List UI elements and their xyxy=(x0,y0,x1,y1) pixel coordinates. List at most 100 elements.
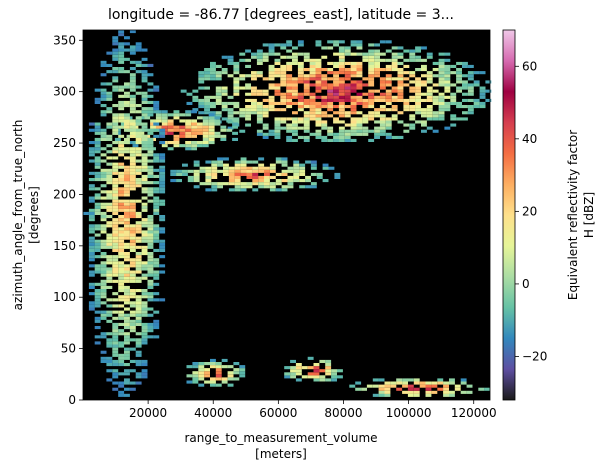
heatmap-cell xyxy=(280,77,287,81)
heatmap-cell xyxy=(88,199,95,203)
heatmap-cell xyxy=(443,393,449,397)
heatmap-cell xyxy=(444,52,451,56)
heatmap-cell xyxy=(407,387,414,391)
heatmap-cell xyxy=(100,316,107,320)
heatmap-cell xyxy=(147,322,154,326)
heatmap-cell xyxy=(135,63,142,67)
heatmap-cell xyxy=(350,64,357,68)
heatmap-cell xyxy=(462,98,468,102)
heatmap-cell xyxy=(409,114,416,118)
heatmap-cell xyxy=(350,80,357,84)
heatmap-cell xyxy=(256,108,263,112)
heatmap-cell xyxy=(129,261,136,265)
heatmap-cell xyxy=(100,174,107,178)
heatmap-cell xyxy=(379,95,386,99)
heatmap-cell xyxy=(327,89,334,93)
heatmap-cell xyxy=(129,162,136,166)
y-tick-label: 0 xyxy=(68,393,76,407)
heatmap-cell xyxy=(350,111,357,115)
heatmap-cell xyxy=(402,378,408,382)
heatmap-cell xyxy=(150,125,156,129)
heatmap-cell xyxy=(233,368,240,372)
heatmap-cell xyxy=(313,375,320,379)
heatmap-cell xyxy=(473,101,480,105)
heatmap-cell xyxy=(233,371,240,375)
heatmap-cell xyxy=(179,125,186,129)
heatmap-cell xyxy=(256,52,263,56)
heatmap-cell xyxy=(141,224,148,228)
heatmap-cell xyxy=(362,126,369,130)
heatmap-cell xyxy=(379,83,386,87)
heatmap-cell xyxy=(274,92,281,96)
heatmap-cell xyxy=(251,105,257,109)
heatmap-cell xyxy=(159,190,166,194)
heatmap-cell xyxy=(106,122,113,126)
heatmap-cell xyxy=(391,98,398,102)
heatmap-cell xyxy=(135,372,142,376)
heatmap-cell xyxy=(153,196,160,200)
heatmap-cell xyxy=(333,120,339,124)
heatmap-cell xyxy=(287,169,294,173)
heatmap-cell xyxy=(118,390,125,394)
heatmap-cell xyxy=(426,71,433,75)
heatmap-cell xyxy=(129,292,136,296)
heatmap-cell xyxy=(256,92,263,96)
heatmap-cell xyxy=(280,92,287,96)
heatmap-cell xyxy=(310,185,317,189)
heatmap-cell xyxy=(204,74,210,78)
heatmap-cell xyxy=(118,33,125,37)
heatmap-cell xyxy=(118,310,125,314)
heatmap-cell xyxy=(198,374,205,378)
heatmap-cell xyxy=(268,83,275,87)
heatmap-cell xyxy=(233,362,240,366)
heatmap-cell xyxy=(124,292,130,296)
heatmap-cell xyxy=(374,98,380,102)
heatmap-cell xyxy=(223,166,229,170)
heatmap-cell xyxy=(287,166,294,170)
heatmap-cell xyxy=(106,258,113,262)
heatmap-cell xyxy=(292,132,298,136)
heatmap-cell xyxy=(88,178,95,182)
heatmap-cell xyxy=(240,188,247,192)
heatmap-cell xyxy=(153,110,160,114)
heatmap-cell xyxy=(221,71,228,75)
heatmap-cell xyxy=(147,245,154,249)
heatmap-cell xyxy=(325,369,332,373)
heatmap-cell xyxy=(338,61,345,65)
heatmap-cell xyxy=(409,49,416,53)
heatmap-cell xyxy=(268,46,275,50)
heatmap-cell xyxy=(233,61,240,65)
heatmap-cell xyxy=(286,64,293,68)
heatmap-cell xyxy=(118,332,125,336)
heatmap-cell xyxy=(124,264,130,268)
heatmap-cell xyxy=(118,363,125,367)
heatmap-cell xyxy=(112,233,119,237)
heatmap-cell xyxy=(118,255,125,259)
heatmap-cell xyxy=(350,126,357,130)
heatmap-cell xyxy=(450,117,457,121)
heatmap-cell xyxy=(297,108,304,112)
heatmap-cell xyxy=(135,48,142,52)
heatmap-cell xyxy=(303,58,310,62)
heatmap-cell xyxy=(106,171,113,175)
heatmap-cell xyxy=(356,52,363,56)
heatmap-cell xyxy=(167,147,174,151)
heatmap-cell xyxy=(141,338,148,342)
heatmap-cell xyxy=(456,117,462,121)
heatmap-cell xyxy=(223,157,229,161)
heatmap-cell xyxy=(327,83,334,87)
heatmap-cell xyxy=(124,137,130,141)
heatmap-cell xyxy=(192,108,199,112)
heatmap-cell xyxy=(124,104,130,108)
heatmap-cell xyxy=(141,125,148,129)
heatmap-cell xyxy=(385,92,392,96)
heatmap-cell xyxy=(88,236,95,240)
heatmap-cell xyxy=(135,131,142,135)
heatmap-cell xyxy=(112,372,119,376)
heatmap-cell xyxy=(129,239,136,243)
heatmap-cell xyxy=(135,270,142,274)
heatmap-cell xyxy=(124,255,130,259)
heatmap-cell xyxy=(141,168,148,172)
heatmap-cell xyxy=(421,120,427,124)
heatmap-cell xyxy=(141,313,148,317)
